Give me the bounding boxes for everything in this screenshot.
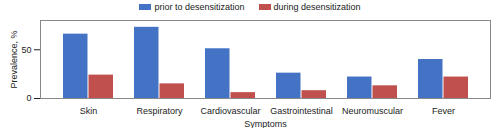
svg-text:Prevalence, %: Prevalence, % [9, 30, 19, 88]
svg-text:Respiratory: Respiratory [136, 106, 183, 116]
svg-text:Gastrointestinal: Gastrointestinal [270, 106, 333, 116]
svg-text:Fever: Fever [432, 106, 455, 116]
html-text:during desensitization: during desensitization [273, 2, 361, 12]
svg-text:Symptoms: Symptoms [244, 119, 287, 128]
svg-text:Skin: Skin [80, 106, 98, 116]
svg-text:Cardiovascular: Cardiovascular [200, 106, 260, 116]
svg-text:50: 50 [21, 45, 31, 55]
svg-text:0: 0 [26, 93, 31, 103]
svg-text:Neuromuscular: Neuromuscular [342, 106, 403, 116]
html-text:prior to desensitization: prior to desensitization [154, 2, 245, 12]
